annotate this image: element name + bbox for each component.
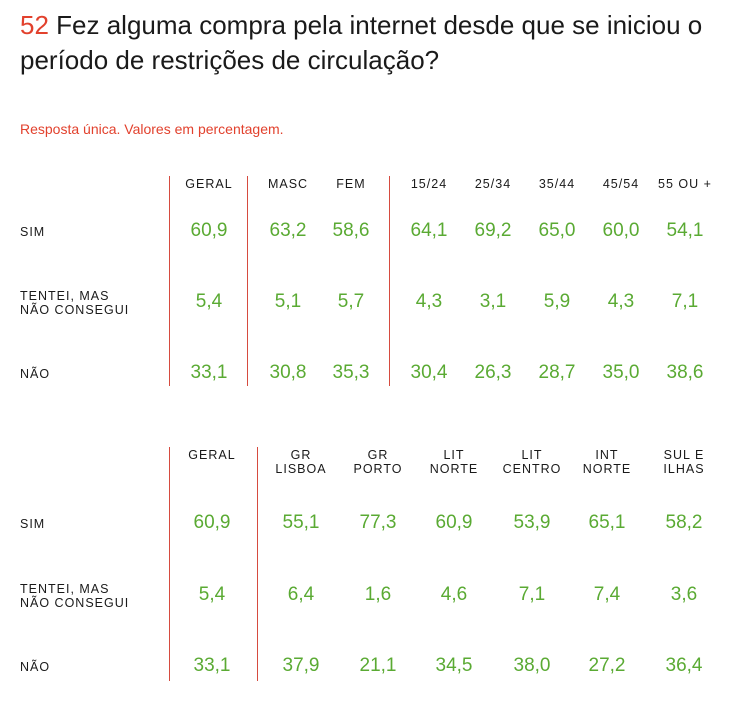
row-label: NÃO	[20, 367, 51, 381]
column-header: SUL E ILHAS	[663, 448, 705, 476]
table-cell: 65,0	[538, 220, 576, 241]
table-cell: 3,6	[670, 584, 698, 605]
table-cell: 37,9	[282, 655, 320, 676]
table-cell: 33,1	[193, 655, 231, 676]
table-cell: 54,1	[666, 220, 704, 241]
table-cell: 4,6	[440, 584, 468, 605]
table-cell: 26,3	[474, 362, 512, 383]
table-cell: 5,7	[337, 291, 365, 312]
table-cell: 28,7	[538, 362, 576, 383]
table-cell: 5,4	[195, 291, 223, 312]
question-text: Fez alguma compra pela internet desde qu…	[20, 10, 703, 75]
column-header: 35/44	[538, 177, 576, 191]
table-cell: 60,0	[602, 220, 640, 241]
table-cell: 33,1	[190, 362, 228, 383]
table-cell: 55,1	[282, 512, 320, 533]
table-cell: 7,4	[593, 584, 621, 605]
table-cell: 35,0	[602, 362, 640, 383]
row-label: SIM	[20, 517, 46, 531]
table-cell: 5,4	[198, 584, 226, 605]
table-cell: 4,3	[607, 291, 635, 312]
row-label: TENTEI, MAS NÃO CONSEGUI	[20, 289, 130, 317]
table-cell: 4,3	[415, 291, 443, 312]
column-header: MASC	[267, 177, 309, 191]
row-label: NÃO	[20, 660, 51, 674]
table-cell: 34,5	[435, 655, 473, 676]
column-header: GR LISBOA	[275, 448, 327, 476]
column-header: GERAL	[188, 448, 236, 462]
column-divider	[169, 447, 170, 681]
table-cell: 60,9	[190, 220, 228, 241]
table-cell: 21,1	[359, 655, 397, 676]
column-header: GERAL	[185, 177, 233, 191]
column-divider	[257, 447, 258, 681]
column-header: LIT NORTE	[429, 448, 479, 476]
table-cell: 35,3	[332, 362, 370, 383]
table-cell: 30,4	[410, 362, 448, 383]
table-cell: 64,1	[410, 220, 448, 241]
column-header: 25/34	[474, 177, 512, 191]
table-cell: 60,9	[435, 512, 473, 533]
column-header: INT NORTE	[582, 448, 632, 476]
table-cell: 58,2	[665, 512, 703, 533]
table-cell: 27,2	[588, 655, 626, 676]
table-cell: 77,3	[359, 512, 397, 533]
row-label: SIM	[20, 225, 46, 239]
table-cell: 7,1	[518, 584, 546, 605]
column-divider	[247, 176, 248, 386]
table-cell: 5,9	[543, 291, 571, 312]
column-header: GR PORTO	[353, 448, 403, 476]
table-cell: 5,1	[274, 291, 302, 312]
column-header: 45/54	[602, 177, 640, 191]
question-note: Resposta única. Valores em percentagem.	[20, 121, 284, 137]
table-cell: 53,9	[513, 512, 551, 533]
column-header: FEM	[336, 177, 366, 191]
question-number: 52	[20, 10, 49, 40]
table-cell: 38,0	[513, 655, 551, 676]
column-header: 55 OU +	[658, 177, 712, 191]
table-cell: 3,1	[479, 291, 507, 312]
table-cell: 36,4	[665, 655, 703, 676]
row-label: TENTEI, MAS NÃO CONSEGUI	[20, 582, 130, 610]
table-cell: 30,8	[269, 362, 307, 383]
table-cell: 1,6	[364, 584, 392, 605]
column-divider	[389, 176, 390, 386]
table-cell: 63,2	[269, 220, 307, 241]
table-cell: 69,2	[474, 220, 512, 241]
question-title: 52 Fez alguma compra pela internet desde…	[20, 8, 740, 78]
table-cell: 6,4	[287, 584, 315, 605]
column-divider	[169, 176, 170, 386]
table-cell: 38,6	[666, 362, 704, 383]
table-cell: 7,1	[671, 291, 699, 312]
column-header: 15/24	[410, 177, 448, 191]
table-cell: 60,9	[193, 512, 231, 533]
column-header: LIT CENTRO	[502, 448, 562, 476]
table-cell: 58,6	[332, 220, 370, 241]
table-cell: 65,1	[588, 512, 626, 533]
